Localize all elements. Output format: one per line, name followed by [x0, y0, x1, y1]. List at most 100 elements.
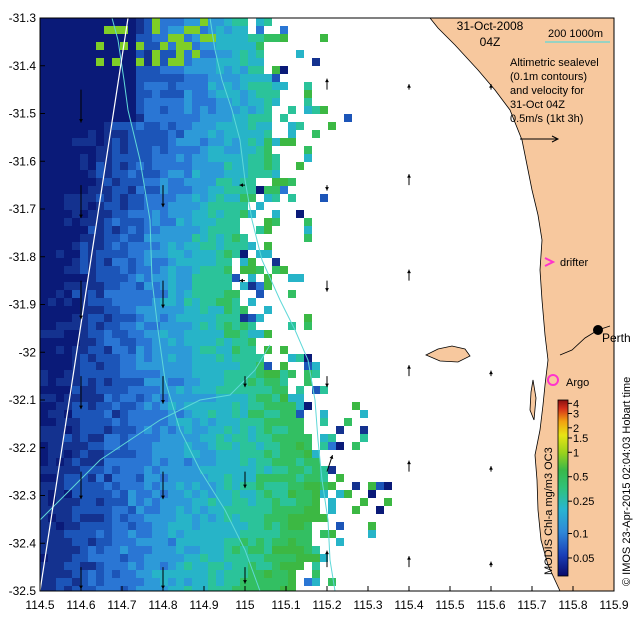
velocity-arrow — [325, 78, 329, 90]
chl-cell — [144, 250, 152, 258]
chl-cell — [104, 378, 112, 386]
chl-cell — [72, 162, 80, 170]
chl-cell — [128, 50, 136, 58]
chl-cell — [72, 154, 80, 162]
chl-cell — [208, 130, 216, 138]
chl-cell — [248, 570, 256, 578]
chl-cell — [272, 538, 280, 546]
chl-cell — [192, 210, 200, 218]
chl-cell — [216, 138, 224, 146]
chl-cell — [176, 266, 184, 274]
chl-cell — [272, 34, 280, 42]
chl-cell — [192, 258, 200, 266]
chl-cell — [160, 490, 168, 498]
chl-cell — [96, 74, 104, 82]
chl-cell — [272, 466, 280, 474]
chl-cell — [48, 186, 56, 194]
chl-cell — [56, 186, 64, 194]
chl-cell — [192, 410, 200, 418]
chl-cell — [272, 82, 280, 90]
chl-cell — [168, 570, 176, 578]
chl-cell — [88, 434, 96, 442]
chl-cell — [216, 74, 224, 82]
chl-cell — [240, 370, 248, 378]
chl-cell — [88, 194, 96, 202]
chl-cell — [136, 370, 144, 378]
chl-cell — [216, 194, 224, 202]
chl-cell — [56, 322, 64, 330]
chl-cell — [248, 210, 256, 218]
chl-cell — [264, 578, 272, 586]
chl-cell — [104, 298, 112, 306]
chl-cell — [56, 482, 64, 490]
chl-cell — [48, 42, 56, 50]
chl-cell — [144, 26, 152, 34]
chl-cell — [168, 282, 176, 290]
chl-cell — [232, 146, 240, 154]
chl-cell — [344, 490, 352, 498]
chl-cell — [88, 394, 96, 402]
chl-cell — [256, 74, 264, 82]
chl-cell — [152, 34, 160, 42]
chl-cell — [128, 210, 136, 218]
chl-cell — [208, 474, 216, 482]
chl-cell — [168, 474, 176, 482]
chl-cell — [168, 106, 176, 114]
chl-cell — [160, 114, 168, 122]
header-block: 31-Oct-2008 04Z — [457, 19, 524, 49]
chl-cell — [280, 114, 288, 122]
chl-cell — [152, 378, 160, 386]
chl-cell — [96, 586, 104, 591]
chl-cell — [48, 234, 56, 242]
chl-cell — [264, 426, 272, 434]
chl-cell — [264, 434, 272, 442]
colorbar-tick-label: 0.25 — [573, 496, 594, 508]
chl-cell — [160, 402, 168, 410]
chl-cell — [112, 170, 120, 178]
chl-cell — [168, 66, 176, 74]
chl-cell — [232, 466, 240, 474]
chl-cell — [160, 186, 168, 194]
chl-cell — [112, 74, 120, 82]
chl-cell — [40, 226, 48, 234]
chl-cell — [72, 226, 80, 234]
chl-cell — [232, 242, 240, 250]
chl-cell — [160, 234, 168, 242]
chl-cell — [304, 98, 312, 106]
chl-cell — [304, 538, 312, 546]
chl-cell — [208, 578, 216, 586]
chl-cell — [288, 418, 296, 426]
chl-cell — [176, 282, 184, 290]
chl-cell — [136, 258, 144, 266]
chl-cell — [184, 290, 192, 298]
chl-cell — [224, 394, 232, 402]
chl-cell — [232, 570, 240, 578]
chl-cell — [80, 210, 88, 218]
colorbar-tick-label: 1.5 — [573, 433, 588, 445]
chl-cell — [176, 378, 184, 386]
chl-cell — [96, 450, 104, 458]
chl-cell — [184, 282, 192, 290]
chl-cell — [80, 82, 88, 90]
chl-cell — [144, 466, 152, 474]
chl-cell — [64, 522, 72, 530]
chl-cell — [256, 458, 264, 466]
chl-cell — [48, 146, 56, 154]
chl-cell — [56, 586, 64, 591]
chl-cell — [112, 490, 120, 498]
chl-cell — [224, 146, 232, 154]
chl-cell — [288, 554, 296, 562]
chl-cell — [120, 362, 128, 370]
chl-cell — [272, 170, 280, 178]
chl-cell — [64, 170, 72, 178]
chl-cell — [312, 466, 320, 474]
chl-cell — [56, 578, 64, 586]
chl-cell — [232, 66, 240, 74]
chl-cell — [72, 138, 80, 146]
chl-cell — [144, 402, 152, 410]
chl-cell — [144, 338, 152, 346]
chl-cell — [120, 394, 128, 402]
chl-cell — [240, 250, 248, 258]
chl-cell — [48, 410, 56, 418]
chl-cell — [176, 450, 184, 458]
